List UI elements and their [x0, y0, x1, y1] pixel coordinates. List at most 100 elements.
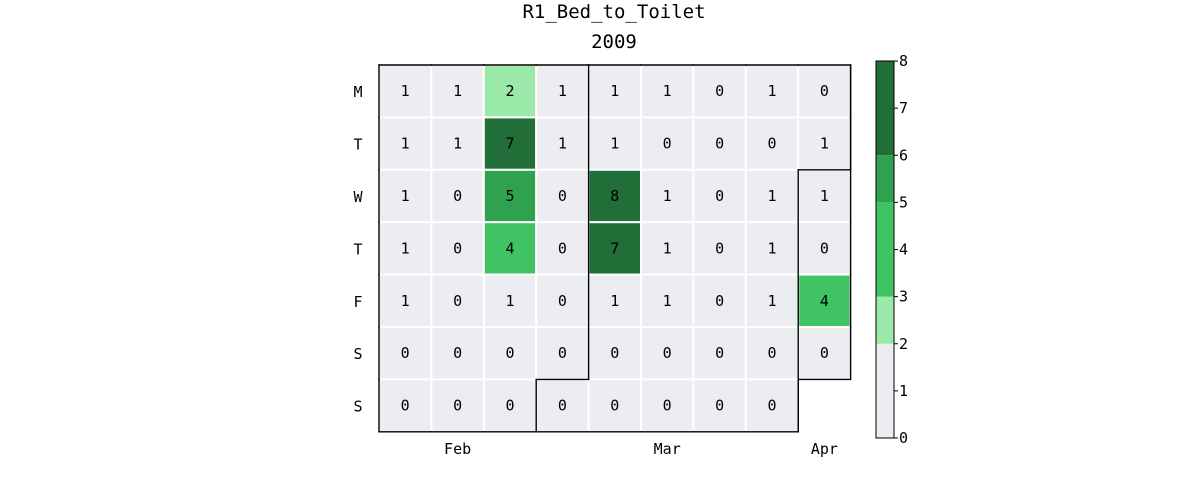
- colorbar-tick-label: 1: [899, 382, 908, 400]
- cell-value-label: 0: [663, 397, 672, 415]
- cell-value-label: 1: [610, 292, 619, 310]
- cell-value-label: 1: [663, 292, 672, 310]
- cell-value-label: 1: [663, 82, 672, 100]
- cell-value-label: 1: [558, 135, 567, 153]
- cell-value-label: 1: [558, 82, 567, 100]
- weekday-label: F: [353, 293, 362, 311]
- cell-value-label: 0: [505, 397, 514, 415]
- heatmap-cell: [482, 64, 538, 119]
- cell-value-label: 0: [558, 397, 567, 415]
- cell-value-label: 1: [767, 292, 776, 310]
- colorbar-tick-label: 0: [899, 429, 908, 447]
- cell-value-label: 0: [663, 135, 672, 153]
- cell-value-label: 1: [453, 82, 462, 100]
- month-labels: Feb Mar Apr: [444, 440, 838, 458]
- colorbar-segment: [876, 61, 894, 156]
- cell-value-label: 0: [715, 292, 724, 310]
- cell-value-label: 1: [610, 82, 619, 100]
- heatmap-cell: [482, 326, 538, 381]
- cell-value-label: 2: [505, 82, 514, 100]
- cell-value-label: 1: [401, 187, 410, 205]
- heatmap-cell: [797, 64, 852, 119]
- cell-value-label: 1: [767, 187, 776, 205]
- heatmap-cell: [692, 221, 747, 276]
- cell-value-label: 0: [401, 344, 410, 362]
- cell-value-label: 0: [663, 344, 672, 362]
- cell-value-label: 0: [558, 187, 567, 205]
- heatmap-cell: [430, 116, 485, 171]
- cell-value-label: 8: [610, 187, 619, 205]
- weekday-labels: M T W T F S S: [353, 83, 363, 415]
- cell-value-label: 1: [663, 239, 672, 257]
- cell-value-label: 0: [715, 344, 724, 362]
- cell-value-label: 1: [453, 135, 462, 153]
- cell-value-label: 0: [820, 239, 829, 257]
- colorbar-segment: [876, 343, 894, 438]
- weekday-label: T: [353, 136, 362, 154]
- heatmap-cell: [378, 64, 433, 119]
- weekday-label: S: [353, 398, 362, 416]
- cell-value-label: 1: [820, 135, 829, 153]
- colorbar-tick-label: 2: [899, 335, 908, 353]
- cell-value-label: 0: [558, 344, 567, 362]
- weekday-label: T: [353, 240, 362, 258]
- colorbar-tick-label: 3: [899, 288, 908, 306]
- cell-value-label: 0: [767, 397, 776, 415]
- weekday-label: M: [353, 83, 362, 101]
- cell-value-label: 1: [767, 82, 776, 100]
- cell-value-label: 1: [401, 82, 410, 100]
- heatmap-cell: [535, 168, 590, 224]
- cell-value-label: 0: [820, 344, 829, 362]
- colorbar-segment: [876, 155, 894, 203]
- colorbar-tick-label: 7: [899, 99, 908, 117]
- heatmap-cell: [692, 378, 747, 433]
- chart-title: R1_Bed_to_Toilet: [522, 1, 706, 23]
- heatmap-cell: [744, 273, 800, 329]
- weekday-label: S: [353, 345, 362, 363]
- colorbar-segment: [876, 296, 894, 344]
- heatmap-cell: [378, 168, 433, 224]
- cell-value-label: 1: [505, 292, 514, 310]
- cell-value-label: 0: [715, 397, 724, 415]
- cell-value-label: 4: [820, 292, 829, 310]
- cell-value-label: 0: [715, 82, 724, 100]
- heatmap-cell: [482, 378, 538, 433]
- heatmap-cell: [482, 273, 538, 329]
- cell-value-label: 1: [767, 239, 776, 257]
- heatmap-cell: [535, 273, 590, 329]
- colorbar-tick-label: 4: [899, 241, 908, 259]
- cell-value-label: 1: [610, 135, 619, 153]
- cell-value-label: 1: [820, 187, 829, 205]
- cell-value-label: 0: [715, 187, 724, 205]
- cell-value-label: 0: [767, 344, 776, 362]
- heatmap-cell: [587, 378, 642, 433]
- cell-value-label: 1: [401, 292, 410, 310]
- colorbar: 0 1 2 3 4 5 6 7 8: [875, 52, 908, 447]
- cell-value-label: 0: [610, 397, 619, 415]
- month-label: Mar: [654, 440, 681, 458]
- cell-value-label: 0: [820, 82, 829, 100]
- heatmap-cell: [640, 378, 695, 433]
- cell-value-label: 1: [663, 187, 672, 205]
- cell-value-label: 0: [453, 239, 462, 257]
- cell-value-label: 7: [610, 239, 619, 257]
- cell-value-label: 0: [767, 135, 776, 153]
- heatmap-cell-labels: 1 1 2 1 1 1 0 1 01 1 7 1 1 0 0 0 11 0 5 0 8 1 0 1 11 0 4 0 7 1 0 1 01 0 1 0…: [401, 82, 829, 414]
- cell-value-label: 0: [558, 292, 567, 310]
- heatmap-cell: [744, 378, 800, 433]
- cell-value-label: 0: [715, 135, 724, 153]
- month-boundaries: [378, 64, 852, 433]
- cell-value-label: 0: [610, 344, 619, 362]
- colorbar-segment: [876, 202, 894, 297]
- heatmap-cell: [797, 116, 852, 171]
- heatmap-cell: [744, 326, 800, 381]
- cell-value-label: 5: [505, 187, 514, 205]
- cell-value-label: 0: [558, 239, 567, 257]
- cell-value-label: 1: [401, 135, 410, 153]
- month-label: Feb: [444, 440, 471, 458]
- colorbar-tick-label: 5: [899, 193, 908, 211]
- heatmap-cell: [744, 221, 800, 276]
- month-label: Apr: [811, 440, 838, 458]
- colorbar-tick-label: 8: [899, 52, 908, 70]
